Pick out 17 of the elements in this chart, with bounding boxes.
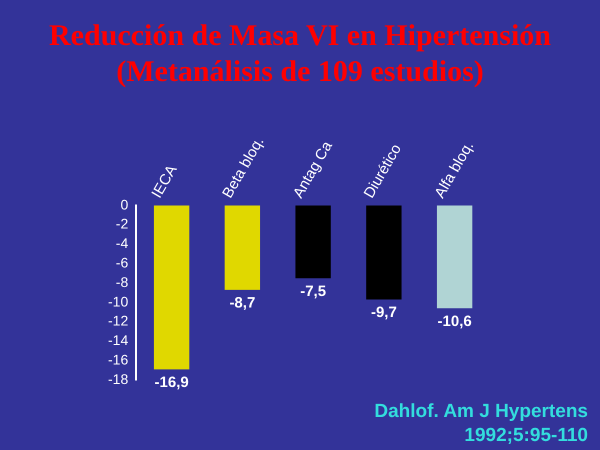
text: Dahlof. Am J Hypertens 1992;5:95-110 (374, 400, 588, 448)
data-label: -10,6 (438, 312, 472, 330)
y-tick-label: -12 (108, 312, 128, 329)
y-tick-label: 0 (120, 196, 128, 212)
y-tick-label: -14 (108, 332, 128, 348)
y-tick-label: -18 (108, 370, 128, 387)
y-tick-label: -6 (116, 254, 128, 271)
data-label: -7,5 (300, 282, 326, 300)
data-label: -8,7 (229, 294, 256, 312)
y-tick-label: -4 (116, 235, 128, 252)
data-label: -16,9 (154, 374, 189, 391)
y-tick-label: -8 (116, 274, 128, 290)
y-tick-label: -2 (116, 216, 128, 232)
y-tick-label: -10 (108, 293, 128, 310)
chart-title: Reducción de Masa VI en Hipertensión (Metanálisis de 109 estudios) (48, 18, 552, 90)
y-tick-label: -16 (108, 351, 128, 368)
data-label: -9,7 (370, 304, 397, 322)
